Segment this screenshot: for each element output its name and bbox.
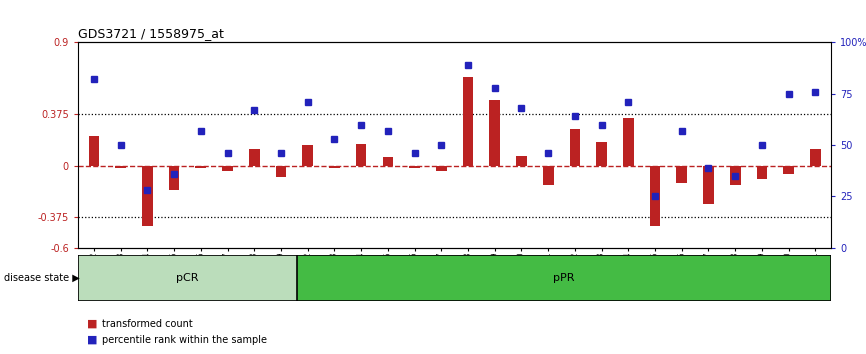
Bar [730,166,740,185]
Text: transformed count: transformed count [102,319,193,329]
Bar [783,166,794,174]
Bar [570,129,580,166]
Bar [115,166,126,169]
Bar [249,149,260,166]
Bar [436,166,447,171]
Bar [703,166,714,204]
Bar [516,156,527,166]
Bar [275,166,287,177]
Text: ■: ■ [87,319,97,329]
Bar [329,166,339,169]
Bar [383,158,393,166]
Bar [650,166,661,226]
Bar [757,166,767,179]
Text: pPR: pPR [553,273,575,283]
Bar [810,149,821,166]
Bar [302,145,313,166]
Text: GDS3721 / 1558975_at: GDS3721 / 1558975_at [78,27,223,40]
Bar [623,118,634,166]
Bar [543,166,553,185]
Bar [88,136,100,166]
Bar [223,166,233,171]
Bar [297,255,831,301]
Bar [142,166,152,226]
Bar [356,144,366,166]
Bar [78,255,297,301]
Bar [489,100,500,166]
Bar [169,166,179,190]
Bar [196,166,206,169]
Bar [410,166,420,169]
Text: percentile rank within the sample: percentile rank within the sample [102,335,268,345]
Bar [597,142,607,166]
Bar [462,77,474,166]
Text: disease state ▶: disease state ▶ [4,273,80,283]
Text: ■: ■ [87,335,97,345]
Text: pCR: pCR [176,273,198,283]
Bar [676,166,687,183]
